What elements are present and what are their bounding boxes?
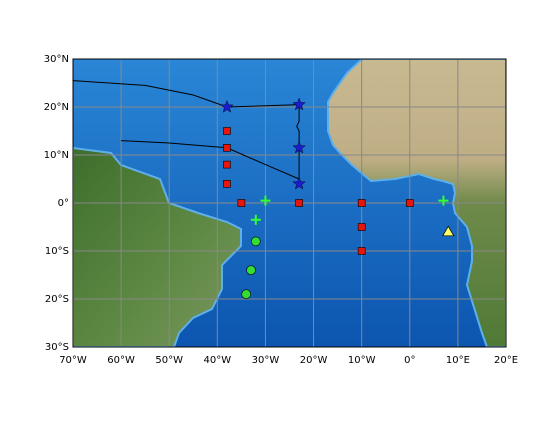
station-circle (241, 289, 251, 300)
x-tick-label: 10°E (446, 355, 470, 366)
station-square (223, 180, 231, 188)
y-tick-label: 10°N (44, 150, 69, 161)
x-tick-label: 30°W (252, 355, 280, 366)
station-square (223, 160, 231, 169)
south-america (73, 146, 242, 347)
station-plus (250, 214, 261, 225)
x-tick-label: 10°W (348, 355, 376, 366)
station-circle (251, 236, 261, 247)
y-tick-label: 10°S (45, 246, 69, 257)
y-tick-label: 20°S (45, 294, 69, 305)
x-tick-label: 20°W (300, 355, 328, 366)
station-square (357, 247, 366, 255)
station-square (405, 199, 414, 207)
station-star (292, 97, 306, 111)
station-star (292, 140, 306, 154)
station-square (237, 199, 246, 207)
y-tick-label: 30°N (44, 54, 69, 65)
frame (72, 58, 507, 348)
station-star (292, 176, 306, 190)
x-tick-label: 60°W (107, 355, 135, 366)
x-tick-label: 70°W (59, 355, 87, 366)
station-square (223, 144, 231, 152)
y-tick-label: 0° (58, 198, 69, 209)
x-tick-label: 20°E (494, 355, 518, 366)
africa (327, 59, 506, 347)
station-square (357, 199, 366, 207)
station-square (295, 199, 303, 207)
x-tick-label: 50°W (155, 355, 183, 366)
y-tick-label: 30°S (45, 342, 69, 353)
station-circle (246, 265, 256, 276)
y-tick-label: 20°N (44, 102, 69, 113)
station-square (223, 127, 231, 135)
x-tick-label: 40°W (204, 355, 232, 366)
station-plus (438, 195, 449, 206)
station-triangle (442, 225, 455, 237)
x-tick-label: 0° (404, 355, 415, 366)
station-plus (260, 195, 271, 206)
station-square (357, 223, 366, 231)
station-star (220, 99, 234, 113)
